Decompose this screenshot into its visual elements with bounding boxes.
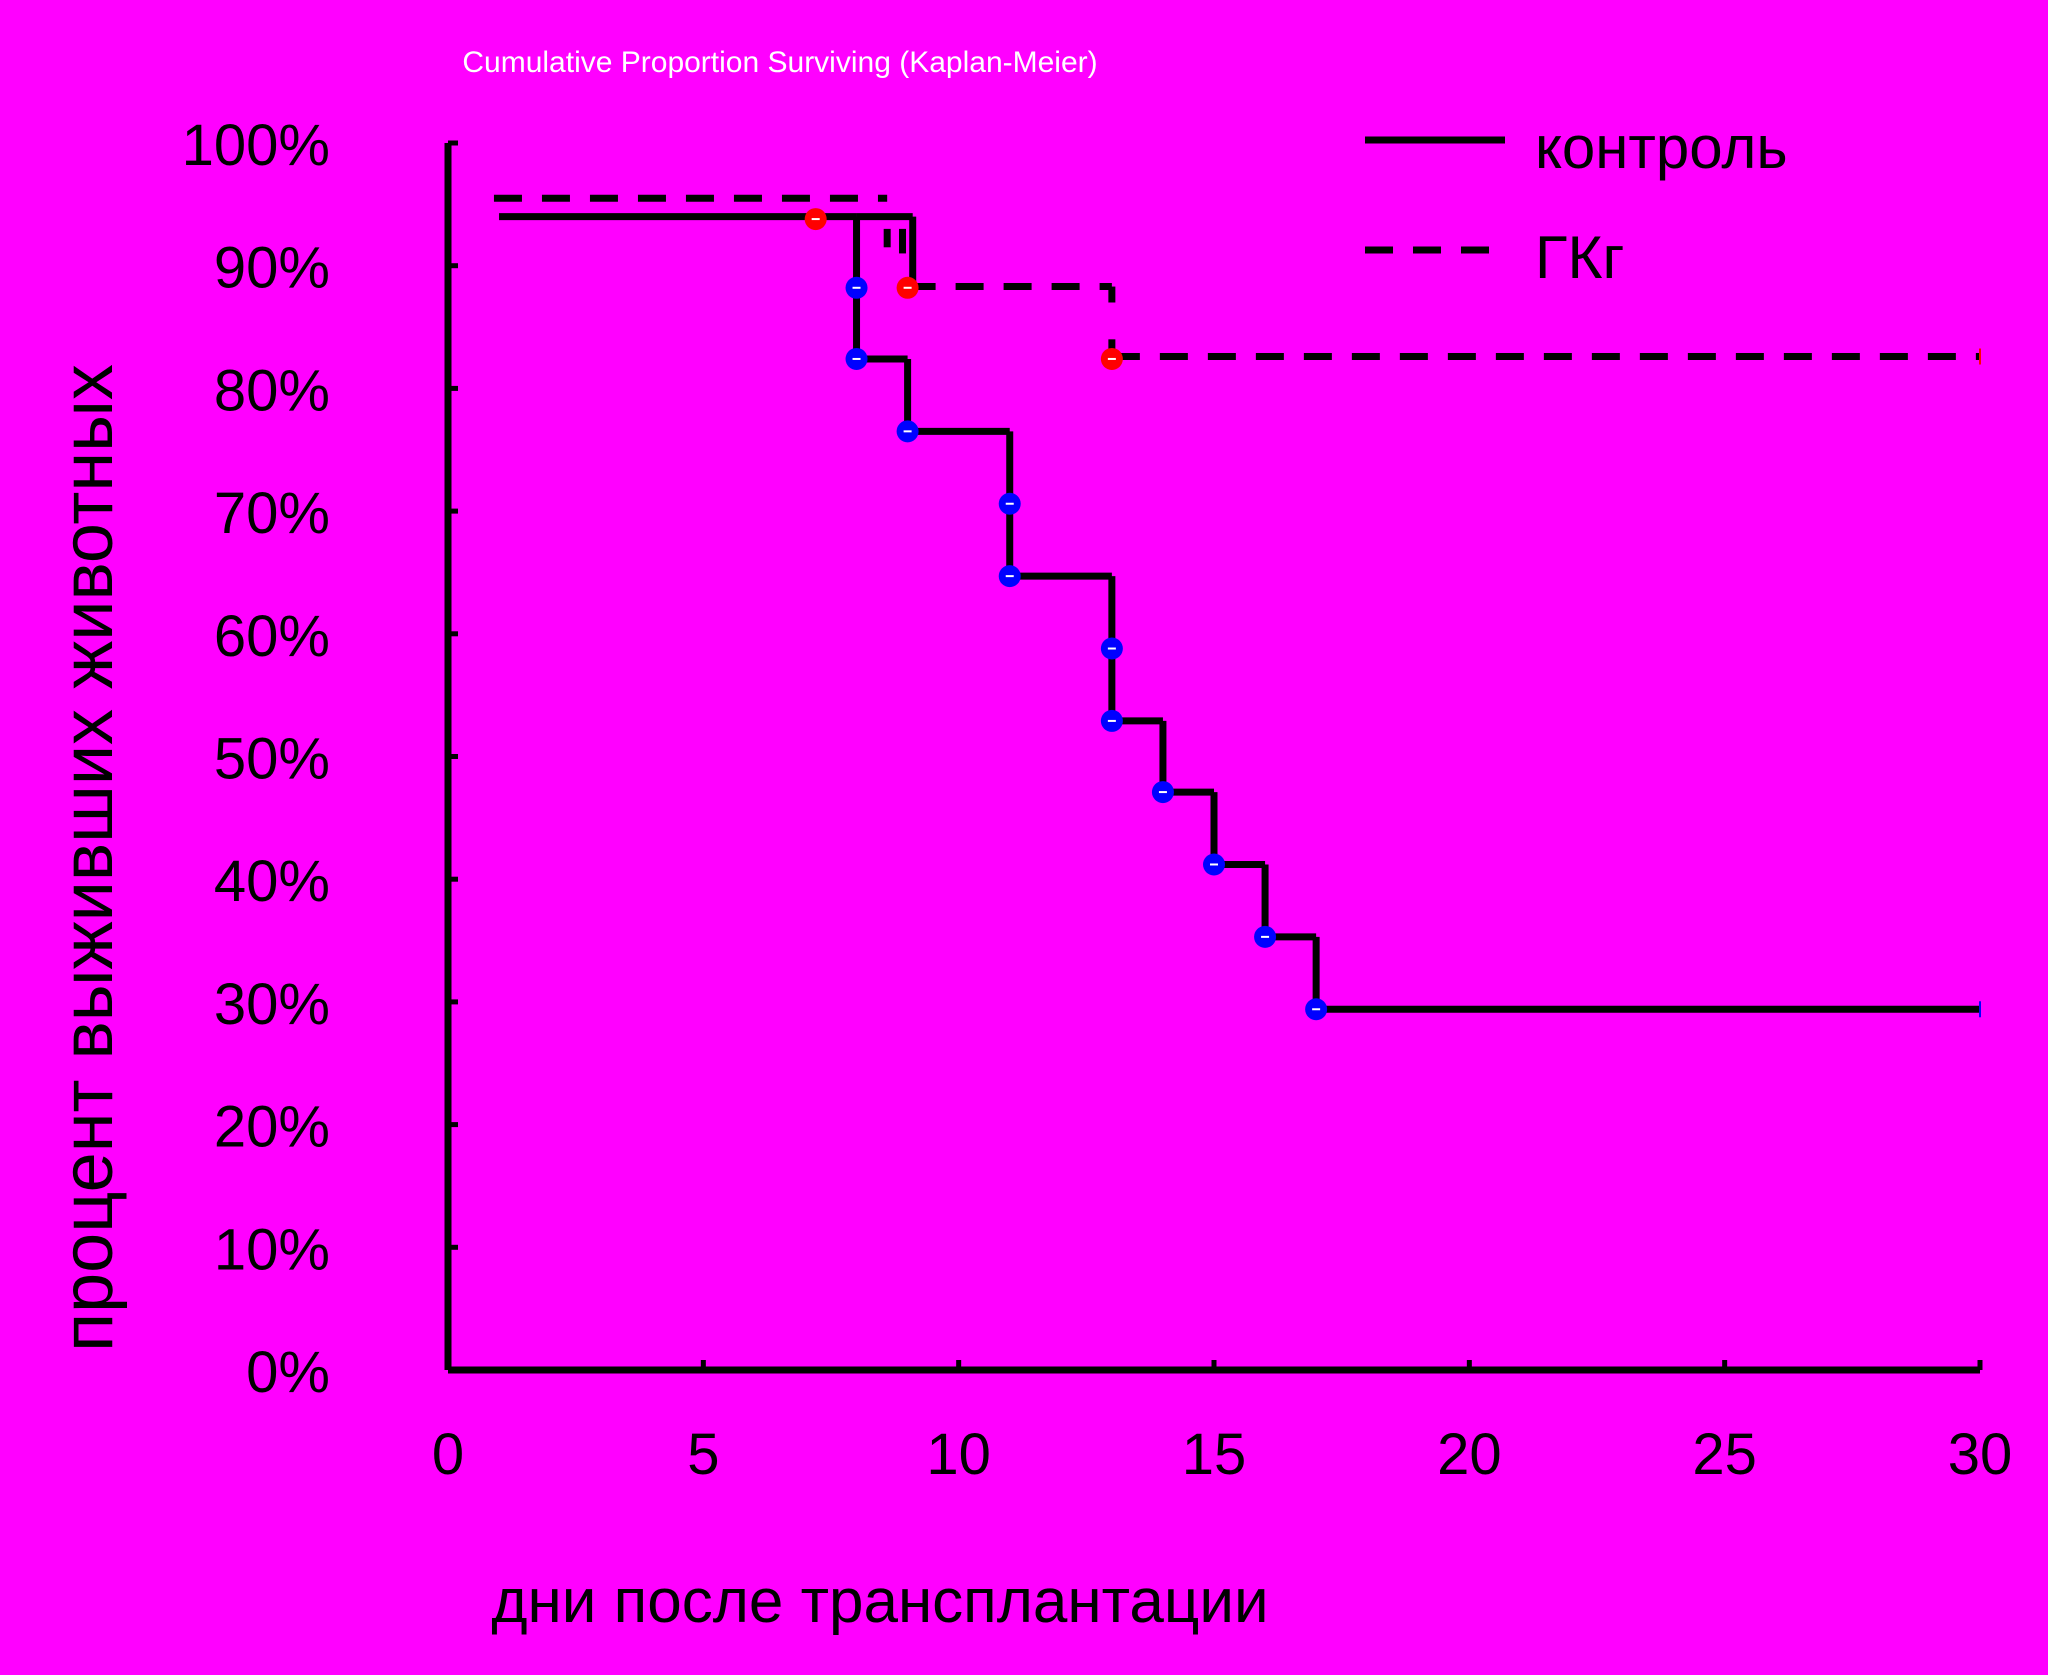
y-tick-label: 80% [214,358,330,423]
y-tick-label: 10% [214,1217,330,1282]
y-axis-label: процент выживших животных [48,364,128,1352]
x-tick-label: 10 [926,1422,991,1487]
y-tick-label: 100% [182,113,330,178]
legend-label-gkg: ГКг [1535,224,1624,291]
y-tick-label: 60% [214,604,330,669]
y-tick-label: 20% [214,1095,330,1160]
chart-title: Cumulative Proportion Surviving (Kaplan-… [462,46,1097,79]
y-tick-label: 30% [214,972,330,1037]
y-tick-label: 90% [214,236,330,301]
x-tick-label: 5 [687,1422,719,1487]
y-tick-label: 40% [214,849,330,914]
y-tick-label: 50% [214,727,330,792]
x-tick-label: 30 [1948,1422,2013,1487]
x-tick-label: 20 [1437,1422,1502,1487]
y-tick-label: 0% [246,1340,330,1405]
x-tick-label: 0 [432,1422,464,1487]
x-tick-label: 25 [1692,1422,1757,1487]
y-tick-label: 70% [214,481,330,546]
legend-label-control: контроль [1535,114,1788,181]
x-axis-label: дни после трансплантации [491,1567,1268,1636]
x-tick-label: 15 [1182,1422,1247,1487]
